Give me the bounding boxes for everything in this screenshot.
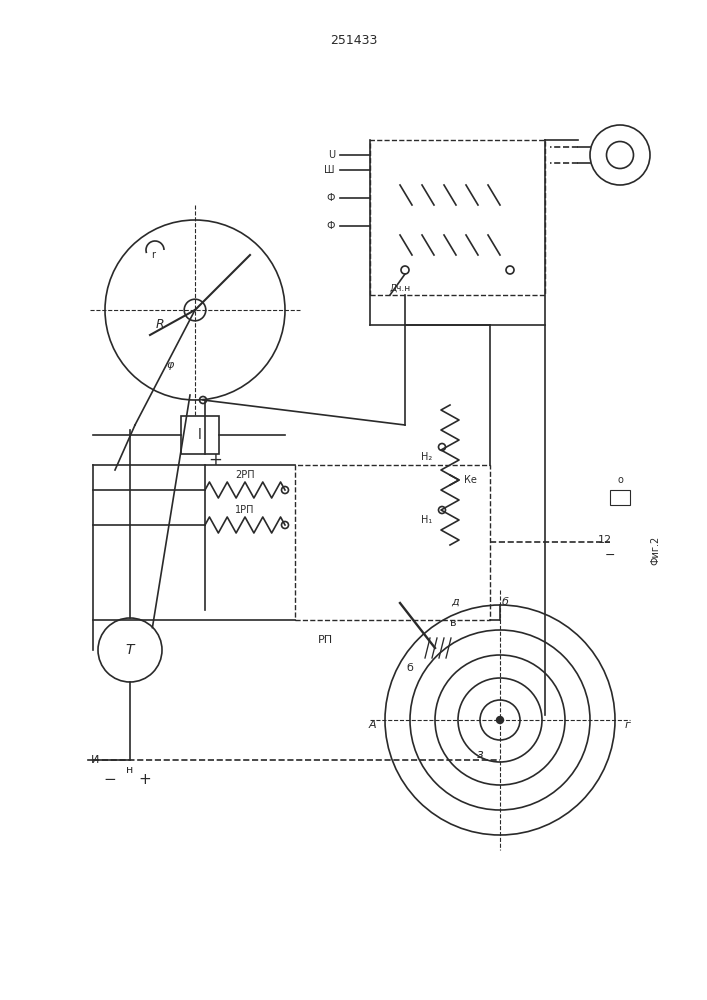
Text: 2РП: 2РП [235,470,255,480]
Text: РП: РП [317,635,332,645]
Text: 1РП: 1РП [235,505,255,515]
Text: И: И [90,755,99,765]
Text: Кe: Кe [464,475,477,485]
Text: б: б [407,663,414,673]
Text: Фиг.2: Фиг.2 [650,535,660,565]
Text: 251433: 251433 [330,33,378,46]
Text: в: в [450,618,456,628]
Text: д: д [451,597,459,607]
Text: R: R [156,318,164,332]
Text: +: + [208,451,222,469]
Bar [181,416,219,454]
Text: U: U [328,150,335,160]
Text: +: + [139,772,151,788]
Text: б: б [501,597,508,607]
Text: Ф: Ф [327,221,335,231]
Text: Ф: Ф [327,193,335,203]
Text: н: н [127,765,134,775]
Text: з: з [477,748,484,762]
Text: г: г [625,720,631,730]
Text: −: − [604,548,615,562]
Circle shape [496,716,503,724]
Text: o: o [617,475,623,485]
Text: Ш: Ш [325,165,335,175]
Text: Дч.н: Дч.н [390,284,411,292]
Text: φ: φ [166,360,174,370]
Text: H₁: H₁ [421,515,432,525]
Bar [610,490,630,505]
Text: l: l [198,428,202,442]
Text: r: r [151,250,155,260]
Bar [370,140,545,295]
Text: H₂: H₂ [421,452,432,462]
Text: T: T [126,643,134,657]
Bar [295,465,490,620]
Text: A: A [368,720,376,730]
Text: −: − [104,772,117,788]
Text: 12: 12 [598,535,612,545]
